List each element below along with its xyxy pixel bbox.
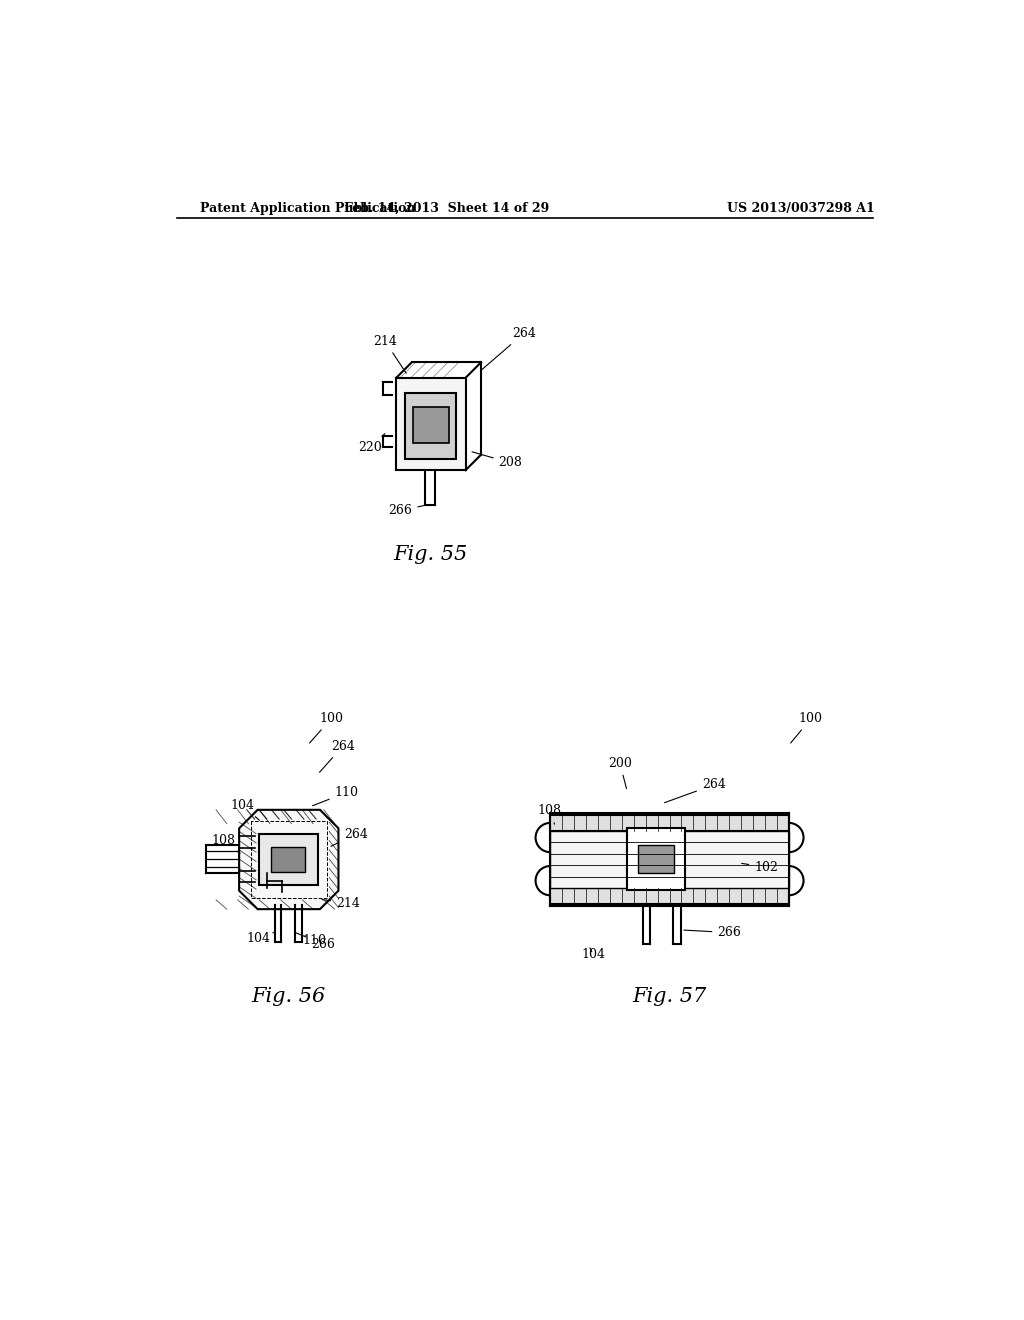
- Text: 102: 102: [741, 861, 778, 874]
- Polygon shape: [271, 847, 305, 873]
- Text: 214: 214: [373, 335, 407, 374]
- Text: 108: 108: [211, 834, 240, 854]
- Text: 266: 266: [297, 933, 336, 950]
- Text: 110: 110: [295, 932, 327, 946]
- Text: Fig. 57: Fig. 57: [633, 986, 707, 1006]
- Text: 100: 100: [791, 711, 823, 743]
- Text: 264: 264: [319, 739, 354, 772]
- Polygon shape: [628, 829, 685, 890]
- Text: 108: 108: [538, 804, 561, 824]
- Polygon shape: [550, 816, 788, 830]
- Polygon shape: [638, 845, 674, 873]
- Text: 264: 264: [331, 828, 368, 846]
- Polygon shape: [240, 810, 339, 909]
- Text: 220: 220: [357, 433, 385, 454]
- Polygon shape: [396, 378, 466, 470]
- Polygon shape: [259, 834, 317, 884]
- Text: 214: 214: [322, 896, 360, 909]
- Text: 104: 104: [246, 932, 274, 945]
- Polygon shape: [406, 393, 457, 459]
- Text: 100: 100: [309, 711, 343, 743]
- Text: 208: 208: [472, 451, 522, 470]
- Text: Fig. 56: Fig. 56: [251, 986, 326, 1006]
- Text: 264: 264: [480, 327, 536, 371]
- Text: US 2013/0037298 A1: US 2013/0037298 A1: [727, 202, 874, 215]
- Polygon shape: [550, 888, 788, 904]
- Text: Patent Application Publication: Patent Application Publication: [200, 202, 416, 215]
- Text: 200: 200: [608, 756, 632, 788]
- Text: 266: 266: [388, 504, 424, 517]
- Text: 266: 266: [684, 927, 741, 939]
- Text: Fig. 55: Fig. 55: [394, 545, 468, 565]
- Text: 264: 264: [665, 779, 726, 803]
- Text: 104: 104: [581, 948, 605, 961]
- Text: 104: 104: [230, 799, 259, 820]
- Text: Feb. 14, 2013  Sheet 14 of 29: Feb. 14, 2013 Sheet 14 of 29: [344, 202, 549, 215]
- Polygon shape: [413, 407, 449, 444]
- Polygon shape: [550, 830, 788, 888]
- Text: 110: 110: [312, 785, 358, 805]
